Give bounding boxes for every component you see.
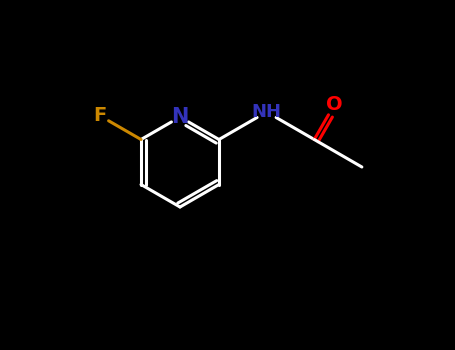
Text: O: O (326, 95, 343, 114)
Text: F: F (93, 106, 106, 125)
Text: N: N (172, 107, 189, 127)
Text: NH: NH (252, 103, 282, 121)
